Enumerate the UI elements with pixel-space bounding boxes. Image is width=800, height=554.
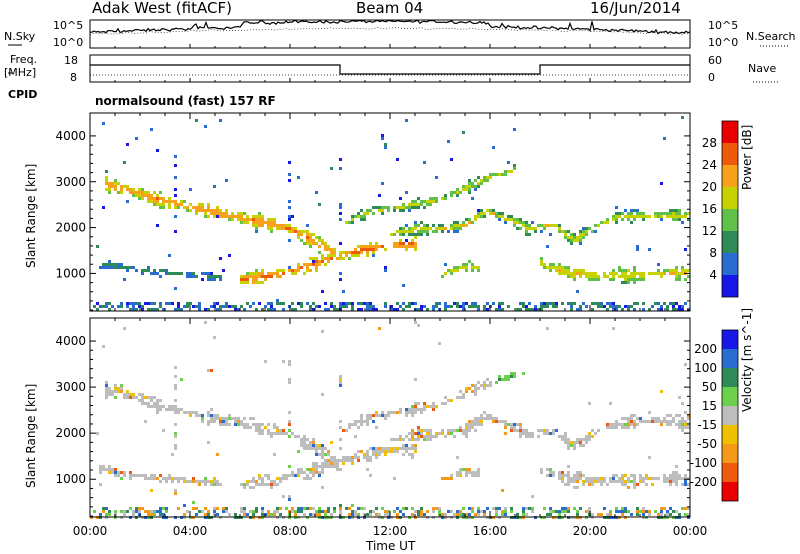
velocity-colorbar-swatch <box>722 387 738 406</box>
nave-tick-bottom: 0 <box>708 71 715 84</box>
x-tick-label: 12:00 <box>373 524 408 538</box>
y-tick-label: 3000 <box>55 175 86 189</box>
velocity-colorbar-frame <box>721 329 739 502</box>
date-title: 16/Jun/2014 <box>590 0 681 17</box>
velocity-colorbar-swatch <box>722 330 738 349</box>
velocity-colorbar-tick: -15 <box>697 418 717 432</box>
station-title: Adak West (fitACF) <box>92 0 232 17</box>
freq-panel-frame <box>89 54 691 83</box>
power-colorbar-tick: 8 <box>709 246 717 260</box>
velocity-colorbar-tick: -200 <box>690 475 717 489</box>
y-tick-label: 1000 <box>55 472 86 486</box>
y-tick-label: 2000 <box>55 221 86 235</box>
power-colorbar-swatch <box>722 275 738 297</box>
velocity-panel-frame <box>89 317 691 518</box>
velocity-colorbar-swatch <box>722 425 738 444</box>
beam-title: Beam 04 <box>356 0 424 17</box>
velocity-colorbar-swatch <box>722 368 738 387</box>
cpid-label: CPID <box>8 88 38 101</box>
power-colorbar-frame <box>721 120 739 298</box>
velocity-colorbar-tick: 50 <box>702 380 717 394</box>
velocity-colorbar-tick: 100 <box>694 361 717 375</box>
freq-series <box>90 64 690 75</box>
power-colorbar-tick: 4 <box>709 268 717 282</box>
velocity-colorbar-swatch <box>722 349 738 368</box>
velocity-heatmap-cells <box>90 321 690 519</box>
noise-search-tick-bottom: 10^0 <box>708 36 739 49</box>
x-tick-label: 20:00 <box>573 524 608 538</box>
y-tick-label: 2000 <box>55 426 86 440</box>
nave-tick-top: 60 <box>708 54 722 67</box>
power-colorbar-tick: 24 <box>702 158 717 172</box>
y-tick-label: 1000 <box>55 266 86 280</box>
freq-tick-bottom: 8 <box>70 71 77 84</box>
noise-search-tick-top: 10^5 <box>708 19 739 32</box>
velocity-colorbar-tick: -100 <box>690 456 717 470</box>
noise-sky-tick-bottom: 10^0 <box>53 36 84 49</box>
x-tick-label: 16:00 <box>473 524 508 538</box>
y-tick-label: 4000 <box>55 129 86 143</box>
noise-sky-label: N.Sky <box>4 30 36 43</box>
freq-label: Freq. <box>10 53 38 66</box>
power-heatmap-cells <box>93 116 690 311</box>
x-tick-label: 00:00 <box>673 524 708 538</box>
power-colorbar-tick: 20 <box>702 180 717 194</box>
velocity-colorbar-tick: -50 <box>697 437 717 451</box>
y-tick-label: 3000 <box>55 380 86 394</box>
velocity-colorbar-tick: 15 <box>702 399 717 413</box>
freq-unit-label: [MHz] <box>4 66 37 79</box>
x-tick-label: 08:00 <box>273 524 308 538</box>
power-colorbar-tick: 28 <box>702 136 717 150</box>
velocity-colorbar-swatch <box>722 482 738 501</box>
noise-panel-frame <box>89 19 691 49</box>
noise-sky-tick-top: 10^5 <box>53 19 84 32</box>
power-colorbar-swatch <box>722 253 738 275</box>
power-colorbar-tick: 16 <box>702 202 717 216</box>
noise-sky-series <box>90 19 691 35</box>
power-colorbar-tick: 12 <box>702 224 717 238</box>
y-tick-label: 4000 <box>55 334 86 348</box>
x-axis-label: Time UT <box>366 539 416 553</box>
nave-label: Nave <box>748 62 777 75</box>
noise-search-label: N.Search <box>746 30 796 43</box>
noise-search-series <box>89 27 691 36</box>
power-colorbar-swatch <box>722 143 738 165</box>
power-colorbar-swatch <box>722 187 738 209</box>
velocity-colorbar-swatch <box>722 444 738 463</box>
freq-tick-top: 18 <box>64 54 78 67</box>
x-tick-label: 04:00 <box>173 524 208 538</box>
velocity-colorbar-swatch <box>722 406 738 425</box>
velocity-colorbar-swatch <box>722 463 738 482</box>
power-colorbar-swatch <box>722 231 738 253</box>
cpid-value: normalsound (fast) 157 RF <box>95 94 276 108</box>
velocity-colorbar-tick: 200 <box>694 342 717 356</box>
power-colorbar-swatch <box>722 121 738 143</box>
power-colorbar-swatch <box>722 209 738 231</box>
x-tick-label: 00:00 <box>73 524 108 538</box>
power-colorbar-swatch <box>722 165 738 187</box>
